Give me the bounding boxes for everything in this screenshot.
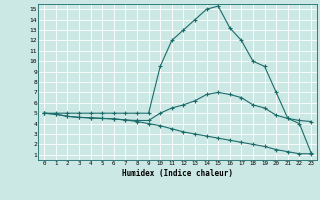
X-axis label: Humidex (Indice chaleur): Humidex (Indice chaleur)	[122, 169, 233, 178]
